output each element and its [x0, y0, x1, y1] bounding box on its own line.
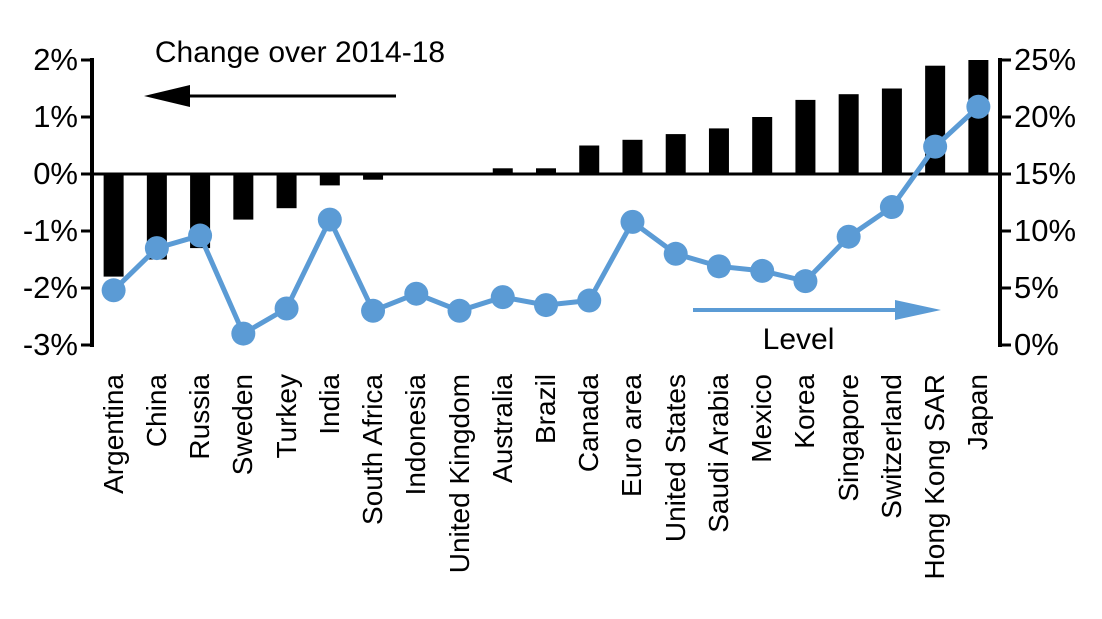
level-marker-indonesia	[404, 281, 429, 306]
bar-india	[319, 174, 340, 186]
bar-united-states	[665, 134, 686, 174]
level-marker-united-kingdom	[447, 298, 472, 323]
bar-south-africa	[363, 174, 384, 180]
level-marker-india	[317, 207, 342, 232]
bar-saudi-arabia	[708, 128, 729, 174]
bar-korea	[795, 99, 816, 174]
category-label-china: China	[140, 374, 172, 448]
bar-sweden	[233, 174, 254, 220]
category-label-united-kingdom: United Kingdom	[443, 374, 475, 574]
right-arrow-icon	[693, 300, 941, 320]
level-marker-euro-area	[620, 209, 645, 234]
bar-euro-area	[622, 139, 643, 174]
level-marker-argentina	[101, 278, 126, 303]
category-label-brazil: Brazil	[530, 374, 561, 445]
level-marker-china	[144, 236, 169, 261]
bar-singapore	[838, 94, 859, 174]
level-marker-hong-kong-sar	[923, 134, 948, 159]
category-label-turkey: Turkey	[270, 374, 302, 459]
category-label-indonesia: Indonesia	[400, 374, 432, 496]
bar-series-label: Change over 2014-18	[154, 36, 446, 69]
level-marker-turkey	[274, 296, 299, 321]
left-tick-label: -1%	[22, 213, 78, 248]
right-tick-label: 15%	[1014, 156, 1077, 191]
level-marker-south-africa	[361, 298, 386, 323]
bar-australia	[492, 168, 513, 174]
right-tick-label: 10%	[1014, 213, 1077, 248]
category-label-india: India	[313, 374, 345, 435]
left-tick-label: -2%	[22, 270, 78, 305]
category-label-united-states: United States	[659, 374, 691, 543]
category-label-japan: Japan	[962, 374, 994, 451]
right-tick-label: 0%	[1014, 327, 1059, 362]
bar-argentina	[103, 174, 124, 277]
right-tick-label: 20%	[1014, 99, 1077, 134]
bar-mexico	[752, 117, 773, 174]
left-tick-label: 0%	[33, 156, 78, 191]
category-label-russia: Russia	[184, 374, 216, 460]
level-marker-united-states	[663, 241, 688, 266]
bar-switzerland	[881, 88, 902, 174]
category-label-australia: Australia	[486, 374, 518, 483]
category-label-mexico: Mexico	[746, 374, 778, 463]
category-label-switzerland: Switzerland	[875, 374, 907, 519]
bar-turkey	[276, 174, 297, 209]
category-label-korea: Korea	[789, 374, 821, 449]
right-tick-label: 5%	[1014, 270, 1059, 305]
level-marker-singapore	[836, 224, 861, 249]
left-arrow-icon	[144, 85, 396, 107]
bar-canada	[579, 145, 600, 174]
left-tick-label: -3%	[22, 327, 78, 362]
level-marker-mexico	[750, 258, 775, 283]
left-tick-label: 2%	[33, 42, 78, 77]
category-label-south-africa: South Africa	[357, 374, 389, 525]
category-label-euro-area: Euro area	[616, 374, 648, 497]
level-marker-brazil	[534, 293, 558, 318]
right-tick-label: 25%	[1014, 42, 1077, 77]
level-marker-sweden	[231, 321, 256, 346]
category-label-saudi-arabia: Saudi Arabia	[702, 374, 734, 533]
level-marker-russia	[188, 223, 213, 248]
level-marker-korea	[793, 269, 818, 294]
category-label-singapore: Singapore	[832, 374, 864, 502]
level-marker-saudi-arabia	[706, 254, 731, 279]
category-label-canada: Canada	[573, 374, 605, 473]
level-marker-japan	[966, 94, 991, 119]
level-marker-australia	[490, 285, 515, 310]
category-label-sweden: Sweden	[227, 374, 259, 476]
level-marker-canada	[577, 288, 602, 313]
level-marker-switzerland	[879, 195, 904, 220]
category-label-argentina: Argentina	[97, 374, 129, 494]
category-label-hong-kong-sar: Hong Kong SAR	[919, 374, 951, 580]
bar-brazil	[536, 168, 556, 174]
line-series-label: Level	[762, 323, 835, 356]
left-tick-label: 1%	[33, 99, 78, 134]
